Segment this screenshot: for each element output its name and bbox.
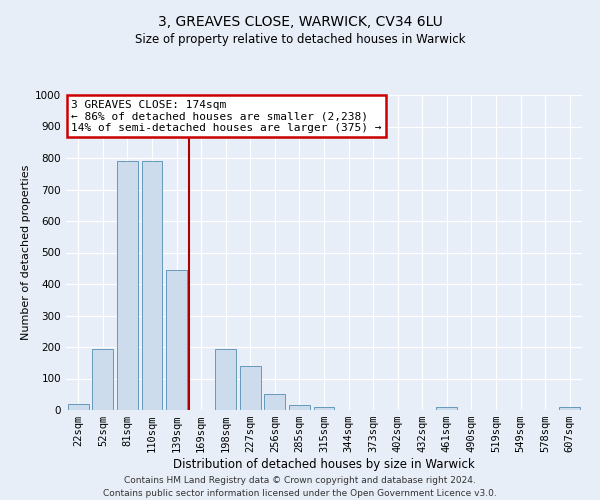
Bar bbox=[166, 270, 187, 410]
Text: Contains HM Land Registry data © Crown copyright and database right 2024.
Contai: Contains HM Land Registry data © Crown c… bbox=[103, 476, 497, 498]
Text: 3, GREAVES CLOSE, WARWICK, CV34 6LU: 3, GREAVES CLOSE, WARWICK, CV34 6LU bbox=[158, 15, 442, 29]
Bar bbox=[92, 348, 113, 410]
Bar bbox=[117, 161, 138, 410]
Bar bbox=[68, 404, 89, 410]
Bar bbox=[240, 366, 261, 410]
Y-axis label: Number of detached properties: Number of detached properties bbox=[21, 165, 31, 340]
Bar bbox=[215, 348, 236, 410]
Bar bbox=[142, 161, 163, 410]
Bar bbox=[265, 394, 286, 410]
Bar bbox=[559, 407, 580, 410]
X-axis label: Distribution of detached houses by size in Warwick: Distribution of detached houses by size … bbox=[173, 458, 475, 471]
Text: 3 GREAVES CLOSE: 174sqm
← 86% of detached houses are smaller (2,238)
14% of semi: 3 GREAVES CLOSE: 174sqm ← 86% of detache… bbox=[71, 100, 382, 133]
Text: Size of property relative to detached houses in Warwick: Size of property relative to detached ho… bbox=[135, 32, 465, 46]
Bar bbox=[436, 407, 457, 410]
Bar bbox=[289, 406, 310, 410]
Bar bbox=[314, 407, 334, 410]
